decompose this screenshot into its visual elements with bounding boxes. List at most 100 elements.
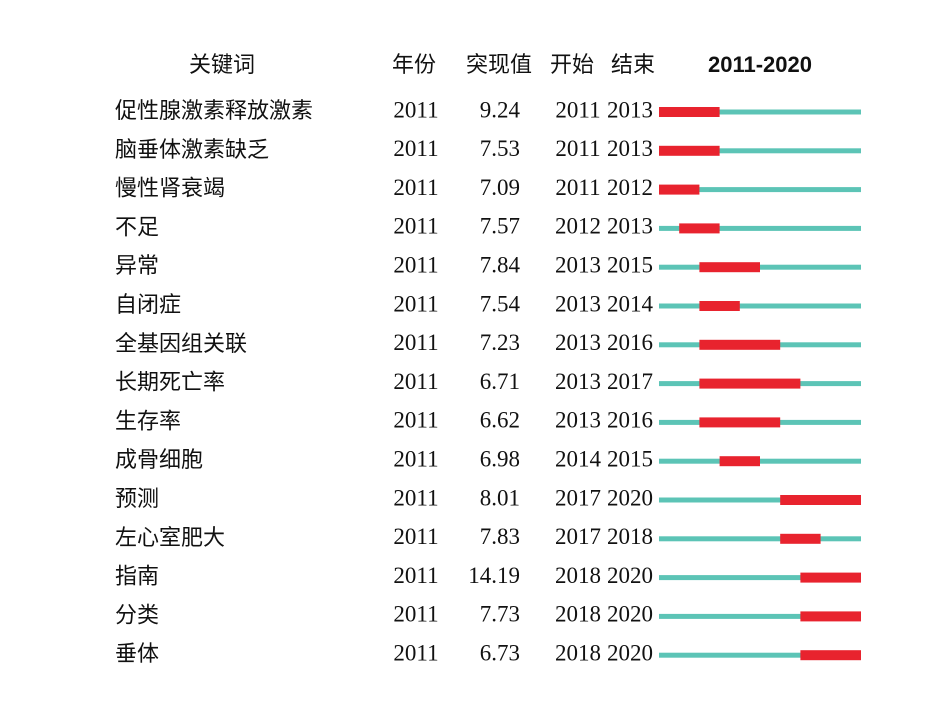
keyword: 脑垂体激素缺乏 — [115, 138, 269, 163]
burst-bar — [699, 301, 740, 311]
keyword: 生存率 — [115, 409, 181, 434]
keyword: 异常 — [115, 254, 159, 279]
keyword: 不足 — [115, 215, 159, 240]
year: 2011 — [393, 485, 438, 510]
year: 2011 — [393, 252, 438, 277]
end: 2020 — [607, 485, 653, 510]
timeline-base — [659, 109, 861, 115]
burst-bar — [659, 107, 720, 117]
end: 2013 — [607, 97, 653, 122]
end: 2013 — [607, 136, 653, 161]
burst-bar — [800, 650, 861, 661]
strength: 6.73 — [480, 640, 520, 665]
keyword: 预测 — [115, 487, 159, 512]
end: 2016 — [607, 408, 653, 433]
timeline-header: 2011-2020 — [708, 52, 812, 77]
keyword: 促性腺激素释放激素 — [115, 99, 313, 124]
header: 关键词 — [189, 53, 255, 78]
strength: 6.98 — [480, 446, 520, 471]
end: 2015 — [607, 252, 653, 277]
strength: 14.19 — [468, 563, 520, 588]
keyword: 左心室肥大 — [115, 526, 225, 551]
begin: 2011 — [555, 136, 600, 161]
end: 2020 — [607, 640, 653, 665]
end: 2016 — [607, 330, 653, 355]
keyword: 自闭症 — [115, 293, 181, 318]
burst-bar — [800, 611, 861, 622]
begin: 2013 — [555, 369, 601, 394]
keyword: 垂体 — [115, 642, 159, 667]
begin: 2011 — [555, 97, 600, 122]
strength: 7.73 — [480, 602, 520, 627]
timeline-base — [659, 303, 861, 309]
burst-bar — [659, 145, 720, 156]
strength: 7.84 — [480, 252, 521, 277]
strength: 7.54 — [480, 291, 521, 316]
begin: 2017 — [555, 485, 601, 510]
end: 2013 — [607, 214, 653, 239]
timeline-base — [659, 225, 861, 231]
begin: 2013 — [555, 330, 601, 355]
keyword: 长期死亡率 — [115, 371, 225, 396]
year: 2011 — [393, 330, 438, 355]
year: 2011 — [393, 446, 438, 471]
begin: 2017 — [555, 524, 601, 549]
strength: 7.53 — [480, 136, 520, 161]
keyword: 全基因组关联 — [115, 332, 247, 357]
header: 开始 — [550, 53, 594, 78]
burst-bar — [780, 533, 821, 544]
strength: 8.01 — [480, 485, 520, 510]
begin: 2013 — [555, 291, 601, 316]
year: 2011 — [393, 291, 438, 316]
strength: 7.09 — [480, 175, 520, 200]
end: 2017 — [607, 369, 653, 394]
burst-bar — [719, 456, 760, 467]
end: 2018 — [607, 524, 653, 549]
burst-bar — [699, 417, 781, 428]
burst-bar — [699, 378, 801, 389]
year: 2011 — [393, 369, 438, 394]
strength: 6.62 — [480, 408, 520, 433]
timeline-base — [659, 613, 861, 619]
burst-bar — [659, 184, 700, 195]
begin: 2014 — [555, 446, 602, 471]
strength: 7.57 — [480, 214, 520, 239]
end: 2015 — [607, 446, 653, 471]
year: 2011 — [393, 408, 438, 433]
strength: 9.24 — [480, 97, 521, 122]
timeline-base — [659, 652, 861, 658]
year: 2011 — [393, 136, 438, 161]
timeline-base — [659, 187, 861, 193]
end: 2020 — [607, 602, 653, 627]
timeline-base — [659, 148, 861, 154]
begin: 2013 — [555, 252, 601, 277]
begin: 2012 — [555, 214, 601, 239]
burst-bar — [699, 339, 781, 350]
year: 2011 — [393, 175, 438, 200]
burst-bar — [800, 572, 861, 583]
header: 突现值 — [466, 53, 532, 78]
burst-bar — [679, 223, 720, 234]
begin: 2013 — [555, 408, 601, 433]
keyword: 指南 — [115, 565, 159, 590]
timeline-base — [659, 575, 861, 581]
timeline-base — [659, 497, 861, 503]
timeline-base — [659, 536, 861, 542]
begin: 2018 — [555, 563, 601, 588]
burst-bar — [699, 262, 760, 273]
year: 2011 — [393, 524, 438, 549]
year: 2011 — [393, 640, 438, 665]
header: 结束 — [611, 53, 655, 78]
year: 2011 — [393, 563, 438, 588]
strength: 6.71 — [480, 369, 520, 394]
burst-bar — [780, 495, 861, 505]
year: 2011 — [393, 602, 438, 627]
strength: 7.83 — [480, 524, 520, 549]
begin: 2018 — [555, 640, 601, 665]
end: 2020 — [607, 563, 653, 588]
keyword: 成骨细胞 — [115, 448, 203, 473]
year: 2011 — [393, 214, 438, 239]
strength: 7.23 — [480, 330, 520, 355]
header: 年份 — [392, 53, 436, 78]
